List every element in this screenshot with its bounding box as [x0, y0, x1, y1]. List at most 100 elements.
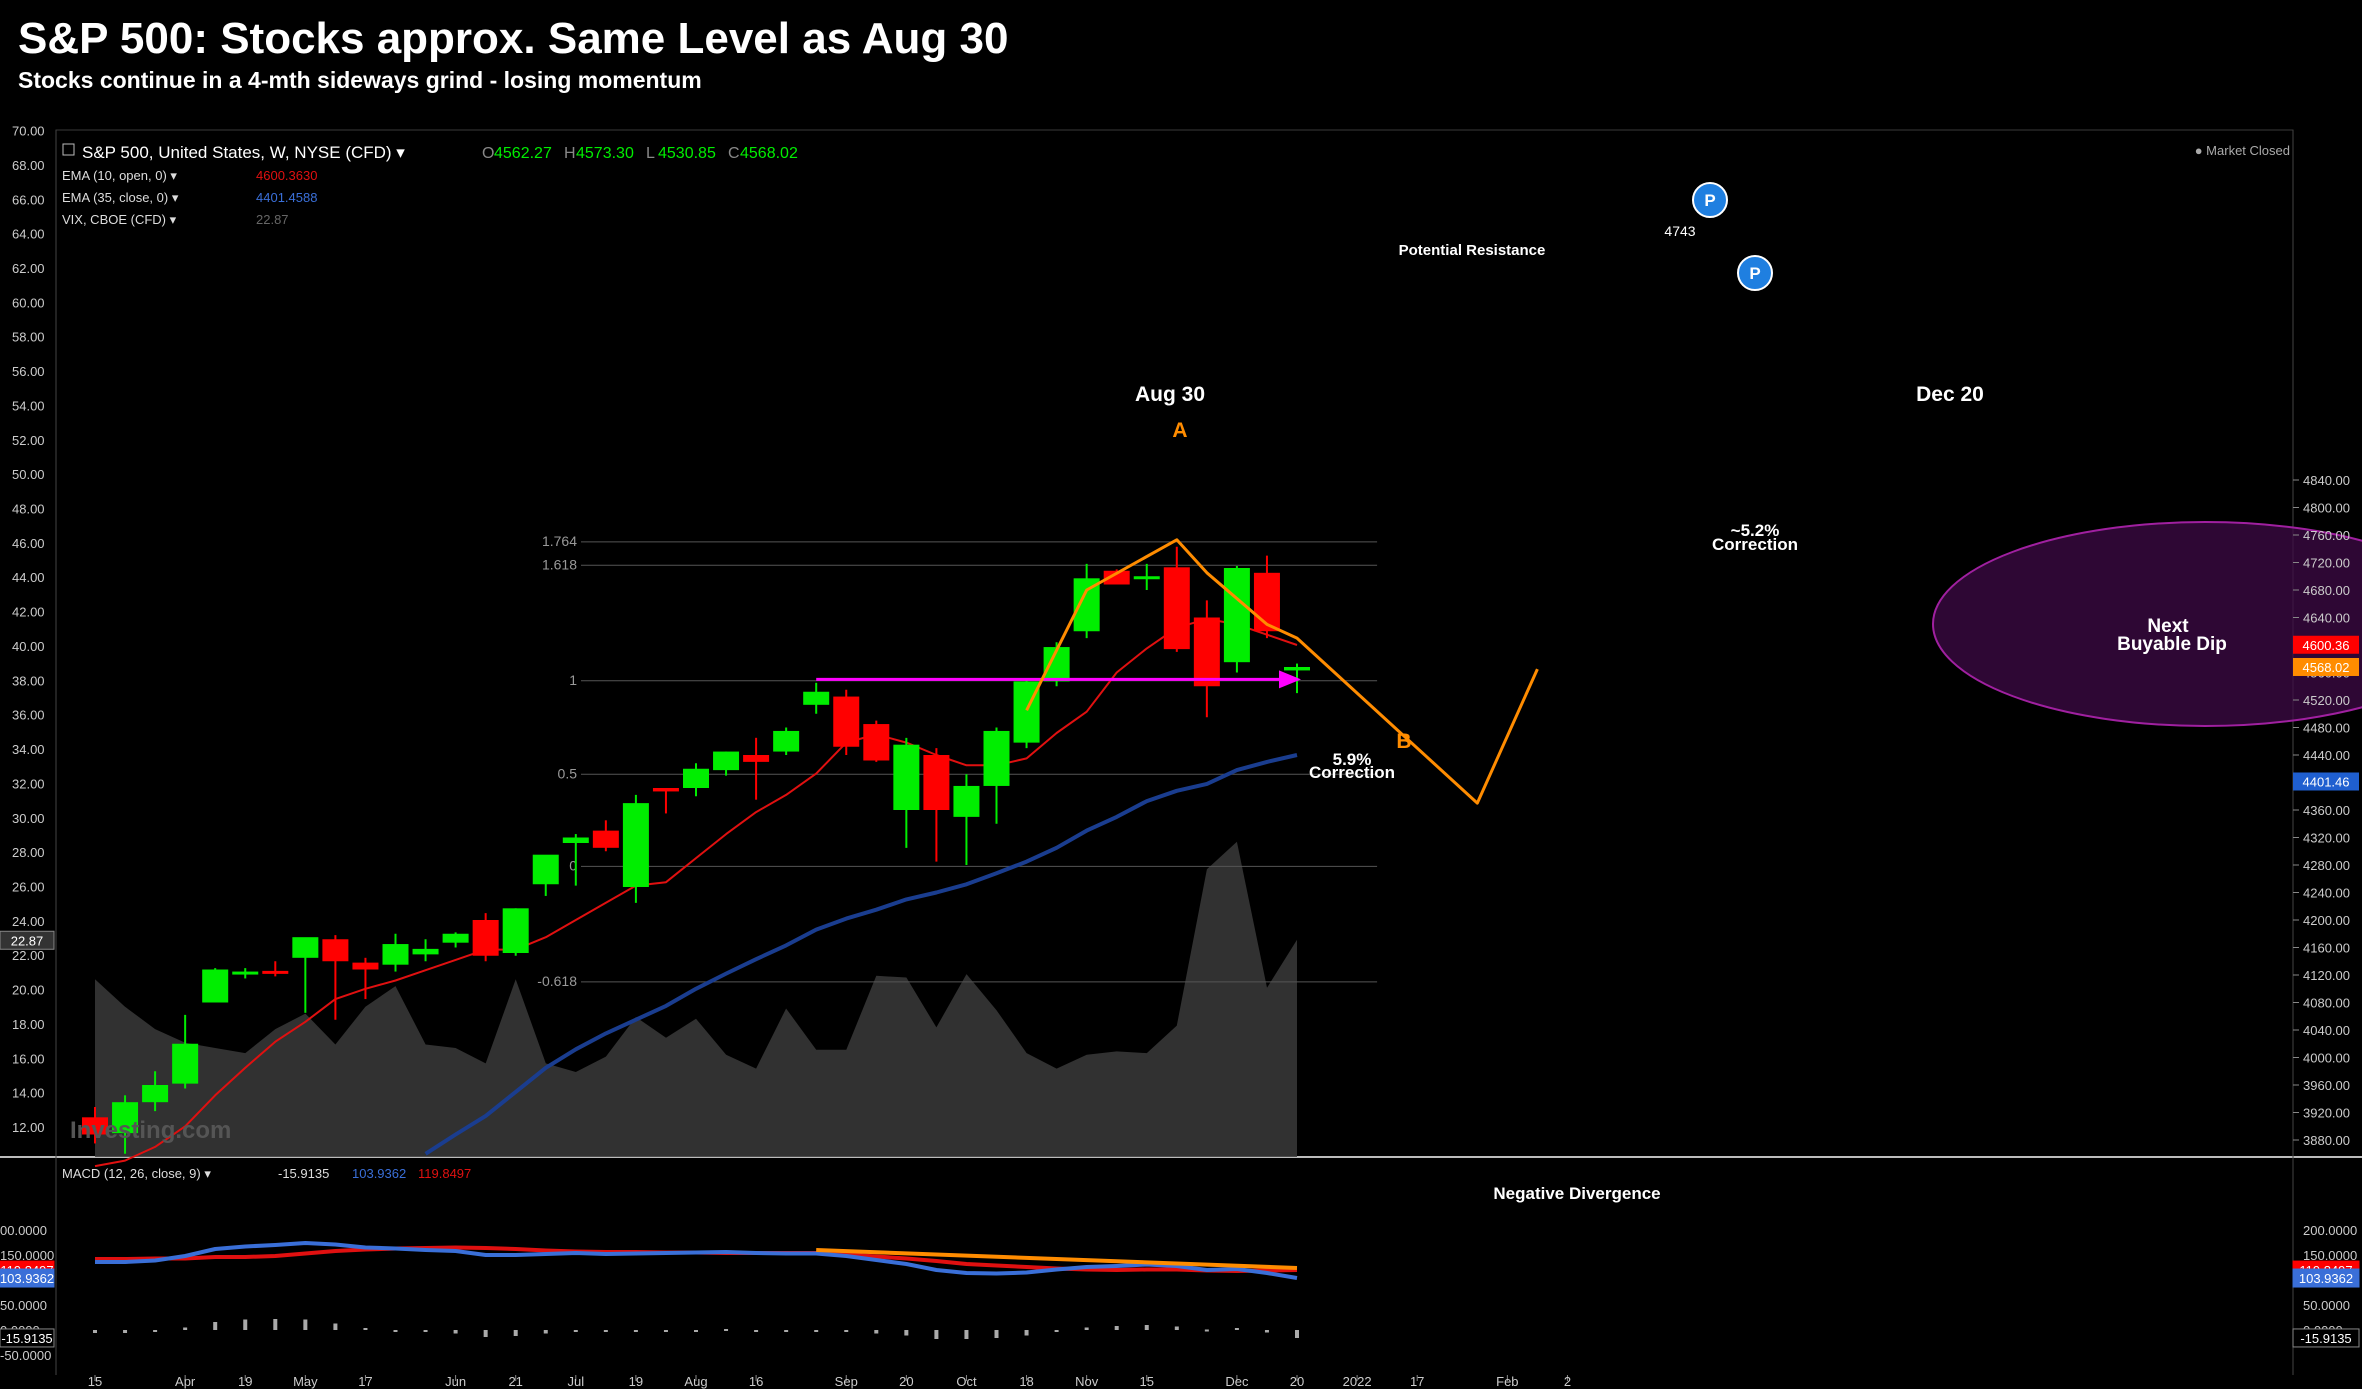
x-axis-label: Dec: [1225, 1374, 1249, 1389]
macd-axis-right-label: 150.0000: [2303, 1248, 2357, 1263]
market-status: ● Market Closed: [2195, 143, 2290, 158]
macd-badge-right-bg: [2292, 1268, 2360, 1288]
candle-body: [1223, 568, 1250, 663]
price-axis-label: 4000.00: [2303, 1051, 2350, 1066]
macd-hist-bar: [1054, 1330, 1059, 1332]
price-badge-label: 4401.46: [2303, 774, 2350, 789]
candle-body: [142, 1085, 169, 1103]
macd-hist-bar: [1174, 1326, 1179, 1330]
candle-body: [622, 803, 649, 887]
macd-hist-bar: [994, 1330, 999, 1338]
candle-body: [833, 696, 860, 747]
price-badge-bg: [2293, 657, 2359, 676]
candle-body: [773, 730, 800, 752]
vix-axis-label: 46.00: [12, 536, 45, 551]
collapse-toggle-icon[interactable]: [62, 143, 75, 156]
price-badge-label: 4568.02: [2303, 660, 2350, 675]
macd-hist-bar: [1295, 1330, 1299, 1338]
macd-hist-bar: [754, 1330, 759, 1332]
candle-body: [683, 768, 709, 788]
vix-axis-label: 26.00: [12, 879, 45, 894]
x-axis-label: 2022: [1343, 1374, 1372, 1389]
macd-hist-bar: [123, 1330, 128, 1333]
macd-badge-right-label: -15.9135: [2300, 1331, 2351, 1346]
macd-hist-bar: [243, 1319, 248, 1330]
x-axis-label: 20: [899, 1374, 913, 1389]
macd-hist-bar: [363, 1328, 368, 1330]
x-axis-label: Jul: [567, 1374, 584, 1389]
vix-axis-label: 14.00: [12, 1086, 45, 1101]
x-axis-label: Feb: [1496, 1374, 1518, 1389]
price-axis-label: 4240.00: [2303, 886, 2350, 901]
x-axis-label: Oct: [956, 1374, 977, 1389]
macd-hist-bar: [1024, 1330, 1029, 1336]
vix-axis-label: 44.00: [12, 570, 45, 585]
vix-axis-label: 16.00: [12, 1051, 45, 1066]
vix-axis-label: 36.00: [12, 708, 45, 723]
high-value-label: 4743: [1664, 223, 1695, 239]
fib-level-label: 1.618: [542, 556, 577, 572]
macd-hist-bar: [964, 1330, 969, 1339]
candle-body: [502, 908, 529, 953]
macd-hist-bar: [1084, 1327, 1089, 1330]
vix-area: [95, 841, 1297, 1157]
candle-body: [983, 730, 1010, 786]
macd-hist-bar: [273, 1319, 278, 1330]
macd-badge-left-label: 103.9362: [0, 1271, 54, 1286]
next-dip-line1: Next: [2147, 616, 2189, 637]
price-axis-label: 4720.00: [2303, 556, 2350, 571]
macd-hist-bar: [934, 1330, 939, 1339]
candle-body: [953, 785, 980, 817]
x-axis-label: 19: [629, 1374, 643, 1389]
macd-hist-bar: [844, 1330, 849, 1332]
candle-body: [923, 755, 950, 810]
x-axis-label: Sep: [835, 1374, 858, 1389]
candle-body: [1193, 617, 1220, 687]
macd-hist-bar: [483, 1330, 488, 1337]
macd-hist-bar: [573, 1330, 578, 1332]
price-axis-label: 3920.00: [2303, 1106, 2350, 1121]
candle-body: [803, 691, 830, 705]
x-axis-label: 21: [508, 1374, 522, 1389]
candle-body: [442, 933, 469, 943]
macd-hist-bar: [153, 1330, 158, 1332]
legend-vix-value: 22.87: [256, 212, 289, 227]
macd-hist-bar: [303, 1319, 308, 1330]
ohlc-value: 4568.02: [740, 145, 798, 162]
vix-axis-label: 32.00: [12, 776, 45, 791]
fib-level-label: 1.764: [542, 533, 577, 549]
macd-hist-bar: [93, 1330, 97, 1333]
macd-hist-bar: [663, 1330, 668, 1332]
next-dip-line2: Buyable Dip: [2117, 634, 2227, 655]
correction1-pct: 5.9%: [1333, 750, 1372, 769]
candle-body: [562, 837, 589, 843]
vix-axis-label: 62.00: [12, 261, 45, 276]
vix-axis-label: 60.00: [12, 295, 45, 310]
price-badge-label: 4600.36: [2303, 638, 2350, 653]
potential-resistance-label: Potential Resistance: [1399, 242, 1546, 259]
legend-ema10-value: 4600.3630: [256, 168, 317, 183]
legend-macd-signal: 119.8497: [418, 1166, 471, 1181]
vix-axis-label: 40.00: [12, 639, 45, 654]
buyable-dip-zone: [1932, 521, 2362, 727]
x-axis-label: 15: [1140, 1374, 1154, 1389]
point-b-label: B: [1396, 730, 1411, 753]
macd-hist-bar: [1144, 1325, 1149, 1330]
vix-axis-label: 28.00: [12, 845, 45, 860]
vix-axis-label: 38.00: [12, 673, 45, 688]
macd-badge-right-label: 103.9362: [2299, 1271, 2353, 1286]
macd-hist-bar: [814, 1330, 819, 1332]
price-axis-label: 4840.00: [2303, 473, 2350, 488]
dec20-label: Dec 20: [1916, 383, 1984, 406]
legend-macd-hist: -15.9135: [278, 1166, 329, 1181]
macd-badge-left-bg: [0, 1328, 55, 1348]
macd-hist-bar: [1234, 1328, 1239, 1330]
candle-body: [1284, 667, 1310, 671]
x-axis-label: 20: [1290, 1374, 1304, 1389]
x-axis-label: 18: [1019, 1374, 1033, 1389]
macd-axis-left-label: 150.0000: [0, 1248, 54, 1263]
candle-body: [322, 939, 349, 962]
macd-hist-bar: [1114, 1326, 1119, 1330]
macd-hist-bar: [784, 1330, 789, 1332]
